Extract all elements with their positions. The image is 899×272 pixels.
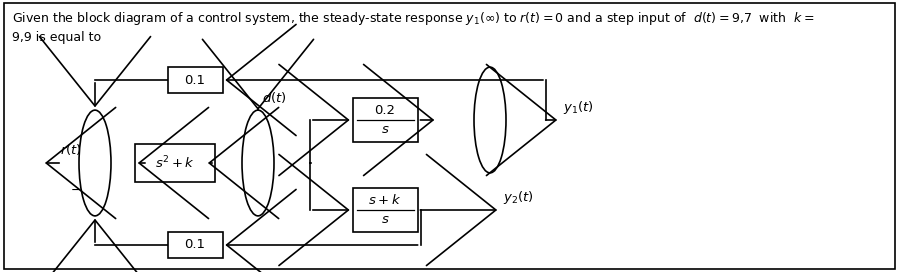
Text: 0.2: 0.2 [375, 104, 396, 117]
Text: $r(t)$: $r(t)$ [60, 142, 82, 157]
Ellipse shape [474, 67, 506, 173]
Bar [167, 232, 222, 258]
Text: 0.1: 0.1 [184, 73, 206, 86]
Text: $d(t)$: $d(t)$ [262, 90, 287, 105]
Ellipse shape [79, 110, 111, 216]
Bar [167, 67, 222, 93]
Text: $y_1(t)$: $y_1(t)$ [563, 99, 593, 116]
Text: $-$: $-$ [70, 183, 82, 196]
Text: $s$: $s$ [380, 123, 389, 136]
Text: $s^2 + k$: $s^2 + k$ [155, 155, 195, 171]
Text: 0.1: 0.1 [184, 239, 206, 252]
Text: Given the block diagram of a control system, the steady-state response $y_1(\inf: Given the block diagram of a control sys… [12, 10, 814, 27]
Bar [352, 188, 417, 232]
Text: $s+k$: $s+k$ [369, 193, 402, 207]
Text: $y_2(t)$: $y_2(t)$ [503, 189, 534, 206]
Text: $s$: $s$ [380, 213, 389, 226]
Text: 9,9 is equal to: 9,9 is equal to [12, 31, 101, 44]
Bar [135, 144, 215, 182]
Bar [352, 98, 417, 142]
Ellipse shape [242, 110, 274, 216]
